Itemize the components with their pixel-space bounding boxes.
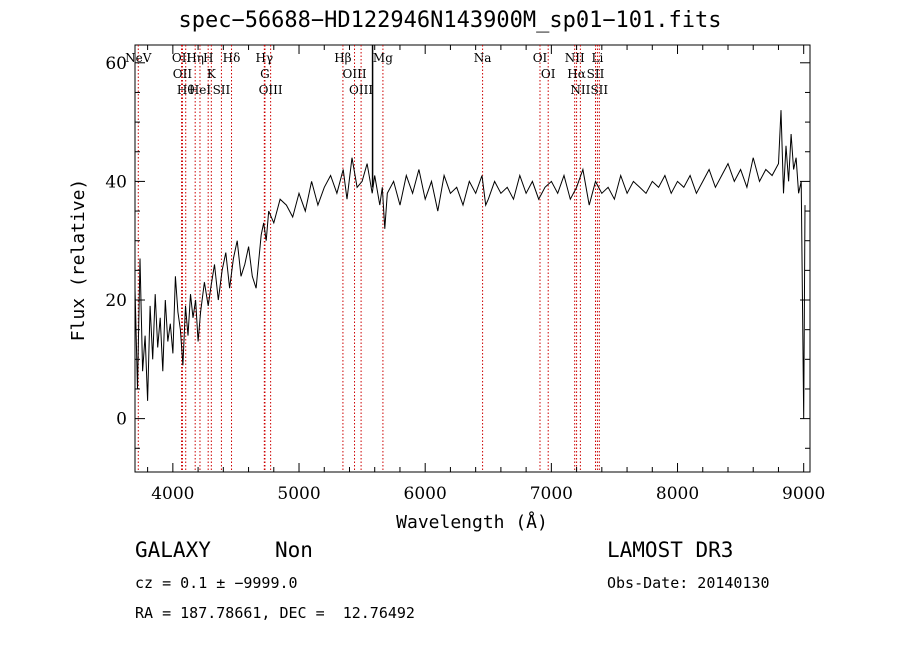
- plot-frame: [134, 44, 811, 473]
- line-label-3: Hθ: [177, 83, 195, 97]
- spectrum-line: [134, 110, 806, 419]
- y-tick-label: 40: [105, 172, 127, 192]
- line-markers: [137, 45, 600, 472]
- line-label-10: Hγ: [256, 51, 274, 65]
- line-label-24: Li: [592, 51, 604, 65]
- line-label-6: H: [203, 51, 213, 65]
- line-label-0: NeV: [125, 51, 152, 65]
- y-tick-label: 60: [105, 54, 127, 74]
- line-label-16: Mg: [373, 51, 393, 65]
- line-label-7: K: [207, 67, 217, 81]
- x-tick-label: 7000: [530, 484, 573, 504]
- line-label-11: G: [260, 67, 270, 81]
- line-label-20: NII: [565, 51, 585, 65]
- line-label-14: OIII: [343, 67, 367, 81]
- line-label-2: OII: [173, 67, 193, 81]
- line-label-15: OIII: [349, 83, 373, 97]
- survey-label: LAMOST DR3: [607, 538, 734, 562]
- x-tick-label: 4000: [151, 484, 194, 504]
- line-label-21: Hα: [567, 67, 586, 81]
- class-label: GALAXY: [135, 538, 211, 562]
- line-label-12: OIII: [259, 83, 283, 97]
- y-axis-label: Flux (relative): [68, 179, 89, 342]
- y-tick-label: 20: [105, 291, 127, 311]
- line-label-1: OII: [172, 51, 192, 65]
- x-tick-label: 8000: [656, 484, 699, 504]
- line-label-23: SII: [587, 67, 605, 81]
- ra-dec-readout: RA = 187.78661, DEC = 12.76492: [135, 604, 415, 622]
- line-label-19: OI: [541, 67, 556, 81]
- line-label-8: SII: [213, 83, 231, 97]
- x-tick-label: 6000: [404, 484, 447, 504]
- x-tick-label: 5000: [277, 484, 320, 504]
- obs-date: Obs-Date: 20140130: [607, 574, 770, 592]
- subclass-label: Non: [275, 538, 313, 562]
- spectrum-series: [134, 45, 806, 419]
- axis-tick-labels: 4000 5000 6000 7000 8000 9000 0 20 40 60: [105, 54, 825, 504]
- axis-ticks: [135, 45, 810, 472]
- cz-readout: cz = 0.1 ± −9999.0: [135, 574, 298, 592]
- chart-title: spec−56688−HD122946N143900M_sp01−101.fit…: [178, 8, 722, 33]
- line-label-22: NII: [570, 83, 590, 97]
- line-label-9: Hδ: [223, 51, 241, 65]
- line-label-25: SII: [590, 83, 608, 97]
- line-labels: NeV OII OII Hθ Hη HeI HK SII Hδ Hγ G OIII Hβ OIII OIII…: [125, 51, 608, 97]
- line-label-5: HeI: [189, 83, 212, 97]
- line-label-18: OI: [533, 51, 548, 65]
- y-tick-label: 0: [116, 410, 127, 430]
- line-label-4: Hη: [186, 51, 204, 65]
- line-label-13: Hβ: [334, 51, 351, 65]
- x-axis-label: Wavelength (Å): [396, 511, 548, 533]
- plot-border: [134, 44, 811, 473]
- line-label-17: Na: [474, 51, 492, 65]
- x-tick-label: 9000: [782, 484, 825, 504]
